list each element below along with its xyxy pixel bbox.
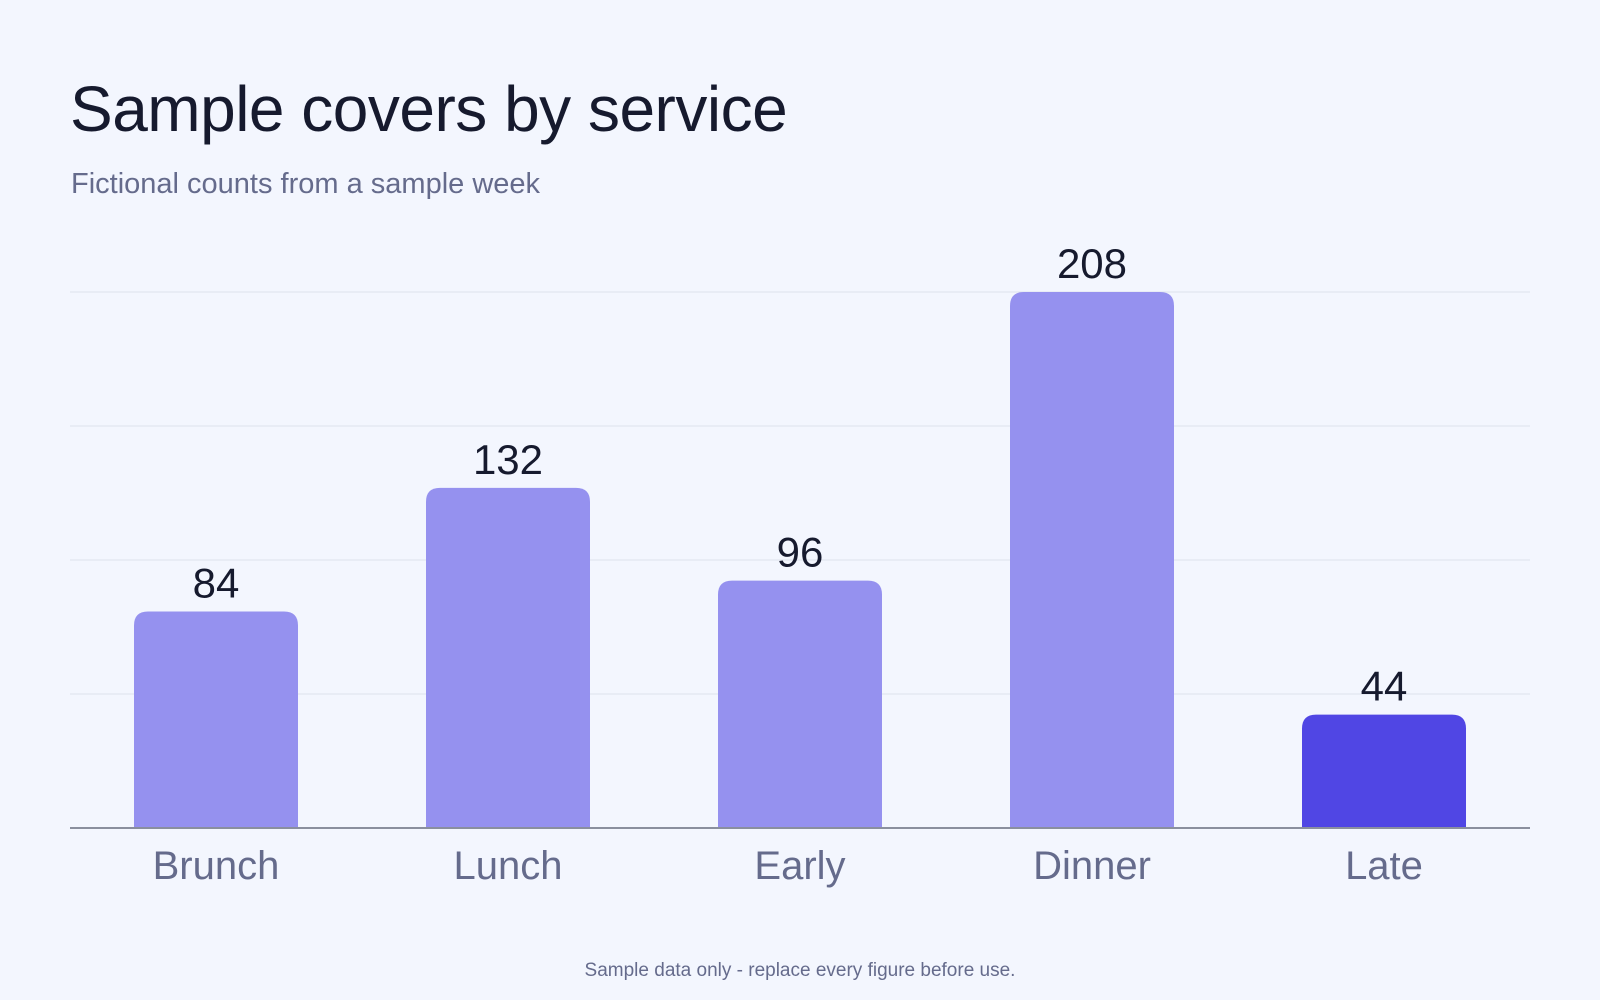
bar-brunch (134, 611, 298, 828)
footnote: Sample data only - replace every figure … (584, 960, 1016, 981)
bar-lunch (426, 487, 590, 828)
category-label-late: Late (1345, 844, 1423, 888)
chart-title: Sample covers by service (70, 73, 788, 145)
category-label-lunch: Lunch (454, 844, 563, 888)
bar-dinner (1010, 292, 1174, 828)
category-label-brunch: Brunch (153, 844, 280, 888)
chart-subtitle: Fictional counts from a sample week (71, 168, 541, 200)
value-label-brunch: 84 (193, 560, 240, 607)
category-label-early: Early (754, 844, 845, 888)
bar-early (718, 580, 882, 828)
value-label-early: 96 (777, 529, 824, 576)
value-label-dinner: 208 (1057, 240, 1127, 287)
category-label-dinner: Dinner (1033, 844, 1151, 888)
bar-late (1302, 714, 1466, 828)
value-label-late: 44 (1361, 663, 1408, 710)
value-label-lunch: 132 (473, 436, 543, 483)
